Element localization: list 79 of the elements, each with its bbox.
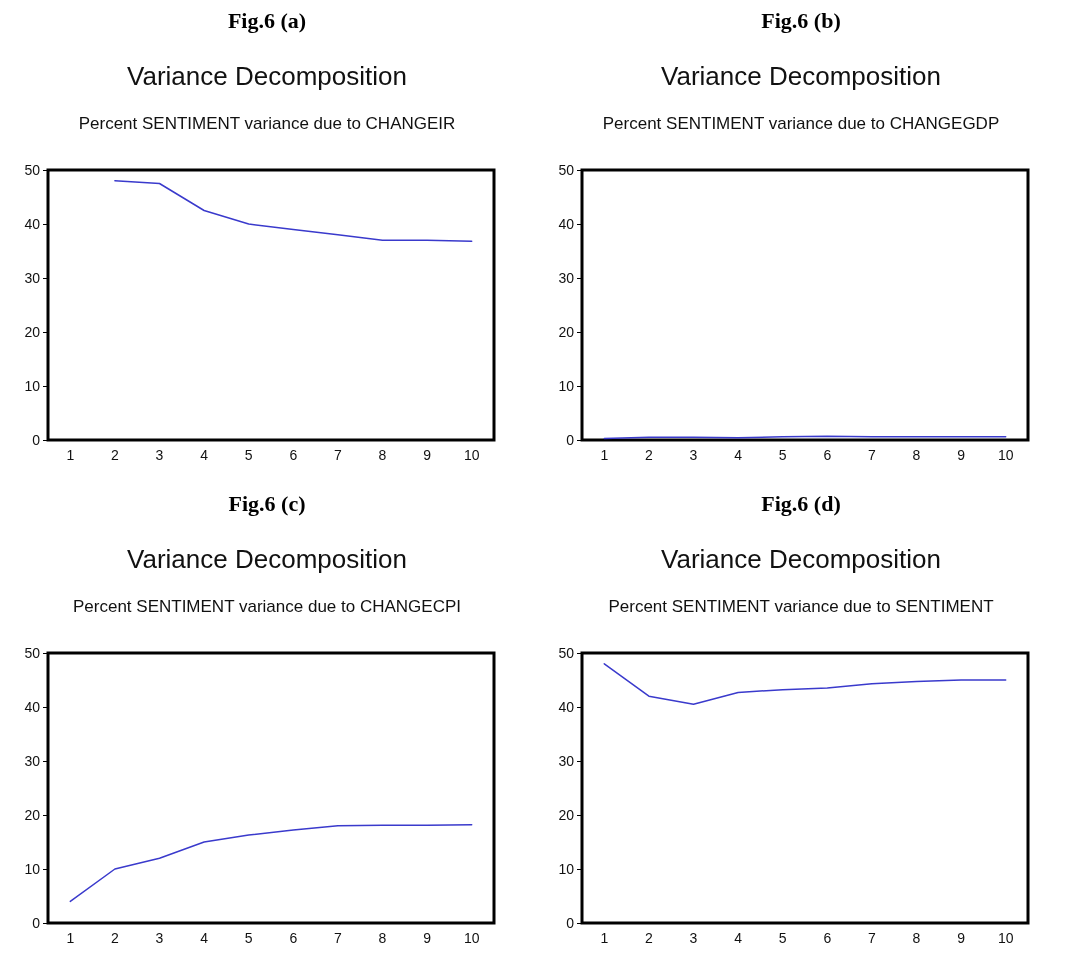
x-tick-label: 3	[155, 930, 164, 946]
y-tick-label: 0	[566, 915, 575, 931]
x-tick-label: 1	[66, 930, 75, 946]
x-tick-label: 9	[957, 447, 966, 463]
chart-title: Variance Decomposition	[127, 544, 407, 574]
x-tick-label: 8	[912, 930, 921, 946]
x-tick-label: 10	[997, 930, 1014, 946]
x-tick-label: 10	[463, 447, 480, 463]
x-tick-label: 2	[645, 447, 653, 463]
x-tick-label: 3	[689, 447, 698, 463]
chart-title: Variance Decomposition	[127, 61, 407, 91]
x-tick-label: 9	[423, 447, 432, 463]
x-tick-label: 3	[689, 930, 698, 946]
y-tick-label: 40	[24, 699, 41, 715]
caption: Fig.6 (c)	[227, 491, 307, 517]
x-tick-label: 7	[334, 930, 342, 946]
x-tick-label: 10	[997, 447, 1014, 463]
x-tick-label: 6	[289, 930, 298, 946]
y-tick-label: 10	[558, 378, 575, 394]
chart-subtitle: Percent SENTIMENT variance due to SENTIMENT	[608, 597, 994, 616]
y-tick-label: 20	[558, 324, 575, 340]
x-tick-label: 6	[823, 930, 832, 946]
x-tick-label: 9	[423, 930, 432, 946]
x-tick-label: 8	[378, 447, 387, 463]
x-tick-label: 1	[66, 447, 75, 463]
x-tick-label: 4	[734, 447, 743, 463]
x-tick-label: 1	[600, 930, 609, 946]
x-tick-label: 8	[912, 447, 921, 463]
y-tick-label: 40	[558, 699, 575, 715]
x-tick-label: 2	[645, 930, 653, 946]
x-tick-label: 7	[868, 447, 876, 463]
y-tick-label: 50	[558, 645, 575, 661]
x-tick-label: 2	[111, 930, 119, 946]
y-tick-label: 30	[24, 270, 41, 286]
y-tick-label: 0	[32, 915, 41, 931]
chart-subtitle: Percent SENTIMENT variance due to CHANGEIR	[78, 114, 456, 133]
x-tick-label: 5	[778, 447, 787, 463]
x-tick-label: 4	[734, 930, 743, 946]
chart-title: Variance Decomposition	[661, 544, 941, 574]
y-tick-label: 20	[558, 807, 575, 823]
x-tick-label: 1	[600, 447, 609, 463]
y-tick-label: 20	[24, 324, 41, 340]
x-tick-label: 5	[244, 930, 253, 946]
x-tick-label: 9	[957, 930, 966, 946]
x-tick-label: 8	[378, 930, 387, 946]
y-tick-label: 30	[24, 753, 41, 769]
y-tick-label: 10	[24, 378, 41, 394]
y-tick-label: 0	[32, 432, 41, 448]
y-tick-label: 50	[558, 162, 575, 178]
y-tick-label: 10	[558, 861, 575, 877]
caption: Fig.6 (d)	[760, 491, 842, 517]
x-tick-label: 4	[200, 447, 209, 463]
chart-title: Variance Decomposition	[661, 61, 941, 91]
x-tick-label: 5	[244, 447, 253, 463]
chart-subtitle: Percent SENTIMENT variance due to CHANGECPI	[73, 597, 461, 616]
x-tick-label: 7	[868, 930, 876, 946]
x-tick-label: 2	[111, 447, 119, 463]
x-tick-label: 6	[823, 447, 832, 463]
y-tick-label: 0	[566, 432, 575, 448]
y-tick-label: 30	[558, 753, 575, 769]
x-tick-label: 10	[463, 930, 480, 946]
x-tick-label: 6	[289, 447, 298, 463]
x-tick-label: 7	[334, 447, 342, 463]
y-tick-label: 40	[558, 216, 575, 232]
y-tick-label: 50	[24, 645, 41, 661]
line-series	[69, 823, 473, 903]
x-tick-label: 5	[778, 930, 787, 946]
line-series	[114, 180, 473, 243]
y-tick-label: 10	[24, 861, 41, 877]
y-tick-label: 30	[558, 270, 575, 286]
x-tick-label: 3	[155, 447, 164, 463]
y-tick-label: 50	[24, 162, 41, 178]
chart-subtitle: Percent SENTIMENT variance due to CHANGEGDP	[602, 114, 1000, 133]
caption: Fig.6 (a)	[226, 8, 308, 34]
x-tick-label: 4	[200, 930, 209, 946]
y-tick-label: 40	[24, 216, 41, 232]
y-tick-label: 20	[24, 807, 41, 823]
line-series	[603, 663, 1007, 706]
caption: Fig.6 (b)	[760, 8, 842, 34]
